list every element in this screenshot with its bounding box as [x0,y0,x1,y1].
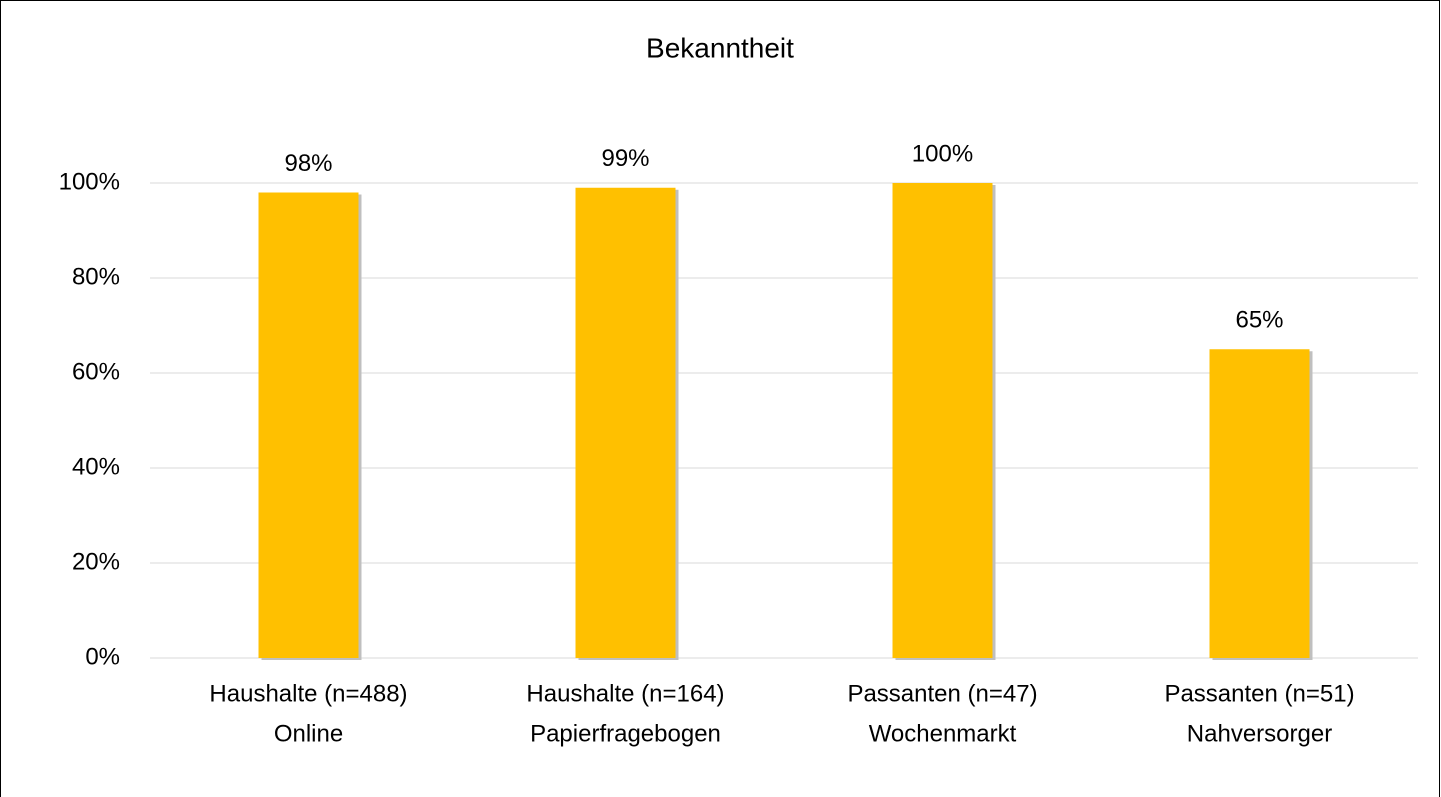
data-label: 65% [1235,307,1283,334]
x-tick-label: Wochenmarkt [869,720,1017,747]
chart-title: Bekanntheit [646,32,794,63]
x-tick-label: Passanten (n=51) [1164,680,1354,707]
x-tick-label: Online [274,720,343,747]
y-tick-label: 40% [72,453,120,480]
x-tick-label: Haushalte (n=164) [526,680,724,707]
data-label: 99% [601,145,649,172]
y-tick-label: 0% [85,643,120,670]
bar [575,187,676,658]
x-tick-label: Papierfragebogen [530,720,721,747]
bar [892,183,993,658]
data-label: 100% [912,140,973,167]
data-label: 98% [284,150,332,177]
y-tick-label: 80% [72,263,120,290]
x-tick-label: Nahversorger [1187,720,1332,747]
bar [258,192,359,658]
y-tick-label: 100% [59,168,120,195]
y-tick-label: 20% [72,548,120,575]
y-tick-label: 60% [72,358,120,385]
x-tick-label: Passanten (n=47) [847,680,1037,707]
x-tick-label: Haushalte (n=488) [209,680,407,707]
bar [1209,349,1310,658]
